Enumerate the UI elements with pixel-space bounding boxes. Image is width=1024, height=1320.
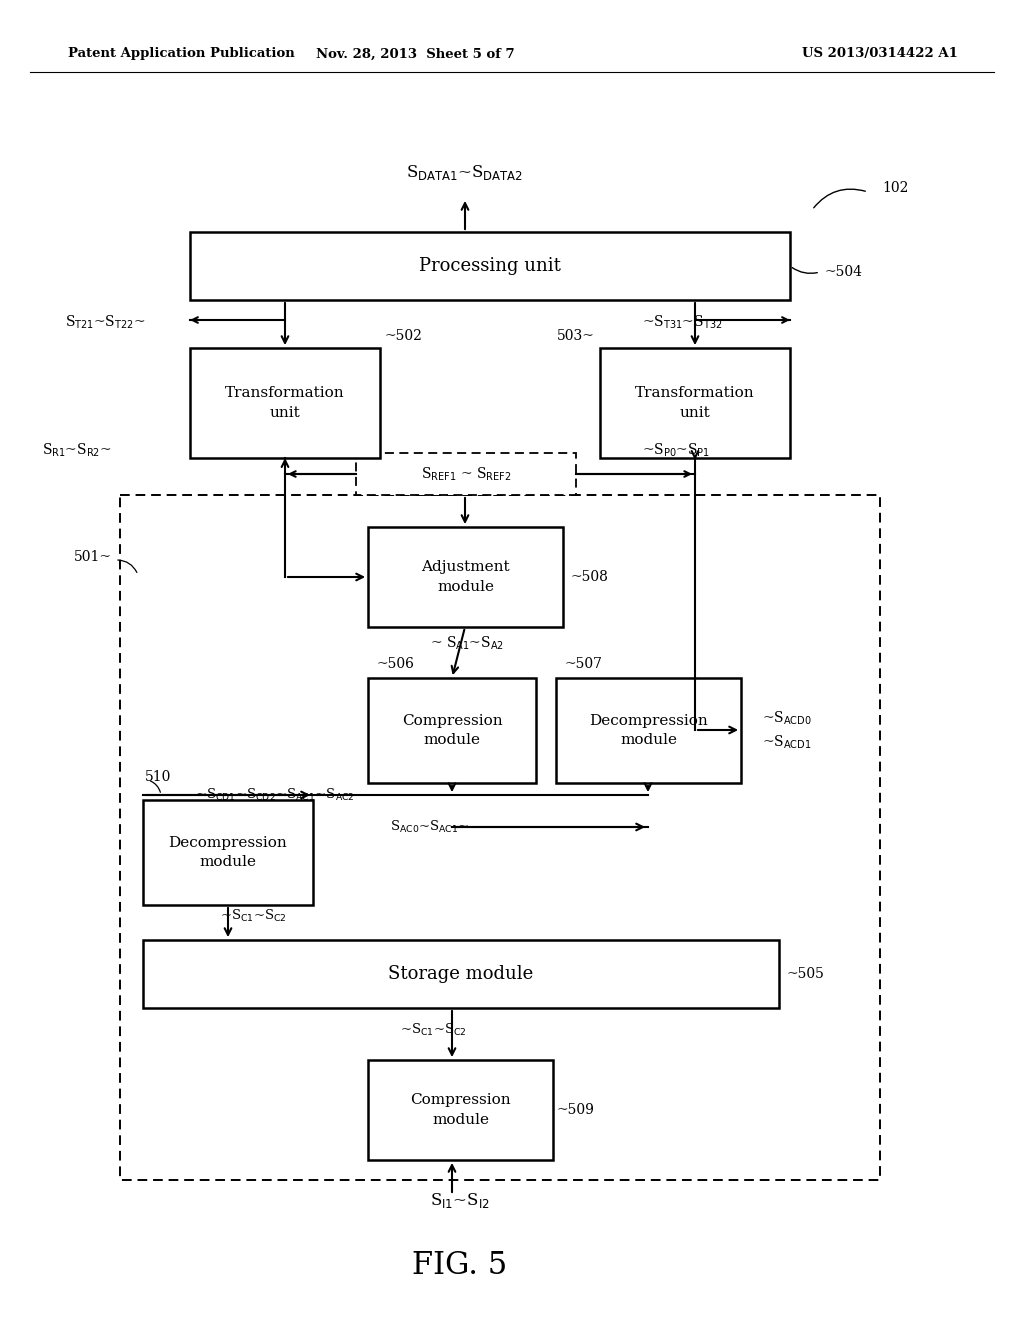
- Text: Decompression
module: Decompression module: [169, 836, 288, 870]
- Text: Transformation
unit: Transformation unit: [635, 387, 755, 420]
- Text: Transformation
unit: Transformation unit: [225, 387, 345, 420]
- Text: ~S$_{\rm C1}$~S$_{\rm C2}$: ~S$_{\rm C1}$~S$_{\rm C2}$: [220, 908, 287, 924]
- Bar: [368, 1060, 553, 1160]
- Text: Processing unit: Processing unit: [419, 257, 561, 275]
- Text: 503~: 503~: [557, 329, 595, 343]
- Text: ~S$_{\rm C1}$~S$_{\rm C2}$: ~S$_{\rm C1}$~S$_{\rm C2}$: [400, 1022, 467, 1038]
- Text: S$_{\rm I1}$~S$_{\rm I2}$: S$_{\rm I1}$~S$_{\rm I2}$: [430, 1191, 490, 1209]
- Text: ~504: ~504: [825, 265, 863, 279]
- Text: Compression
module: Compression module: [401, 714, 503, 747]
- Bar: [368, 678, 536, 783]
- Bar: [190, 232, 790, 300]
- Text: Storage module: Storage module: [388, 965, 534, 983]
- Text: ~S$_{\rm ACD0}$: ~S$_{\rm ACD0}$: [762, 709, 812, 727]
- Text: S$_{\rm REF1}$ ~ S$_{\rm REF2}$: S$_{\rm REF1}$ ~ S$_{\rm REF2}$: [421, 465, 511, 483]
- Text: ~508: ~508: [571, 570, 609, 583]
- Text: ~509: ~509: [557, 1104, 595, 1117]
- Text: ~S$_{\rm ACD1}$: ~S$_{\rm ACD1}$: [762, 734, 811, 751]
- Text: Compression
module: Compression module: [411, 1093, 511, 1127]
- Text: Adjustment
module: Adjustment module: [421, 560, 510, 594]
- Text: FIG. 5: FIG. 5: [413, 1250, 508, 1280]
- Text: 501~: 501~: [74, 550, 112, 564]
- Bar: [143, 800, 313, 906]
- Text: 102: 102: [882, 181, 908, 195]
- Text: ~502: ~502: [385, 329, 423, 343]
- Text: 510: 510: [145, 770, 171, 784]
- Bar: [356, 453, 575, 495]
- Bar: [143, 940, 779, 1008]
- Bar: [190, 348, 380, 458]
- Text: S$_{\rm AC0}$~S$_{\rm AC1}$~: S$_{\rm AC0}$~S$_{\rm AC1}$~: [390, 818, 469, 836]
- Bar: [600, 348, 790, 458]
- Text: ~507: ~507: [564, 657, 602, 671]
- Text: ~ S$_{\rm A1}$~S$_{\rm A2}$: ~ S$_{\rm A1}$~S$_{\rm A2}$: [430, 635, 504, 652]
- Bar: [120, 495, 880, 1180]
- Bar: [556, 678, 741, 783]
- Text: Patent Application Publication: Patent Application Publication: [68, 48, 295, 61]
- Text: ~505: ~505: [787, 968, 825, 981]
- Bar: [368, 527, 563, 627]
- Text: S$_{\rm T21}$~S$_{\rm T22}$~: S$_{\rm T21}$~S$_{\rm T22}$~: [65, 313, 145, 331]
- Text: S$_{\rm R1}$~S$_{\rm R2}$~: S$_{\rm R1}$~S$_{\rm R2}$~: [42, 441, 112, 459]
- Text: ~S$_{\rm T31}$~S$_{\rm T32}$: ~S$_{\rm T31}$~S$_{\rm T32}$: [642, 313, 723, 331]
- Text: Nov. 28, 2013  Sheet 5 of 7: Nov. 28, 2013 Sheet 5 of 7: [315, 48, 514, 61]
- Text: Decompression
module: Decompression module: [589, 714, 708, 747]
- Text: S$_{\rm DATA1}$~S$_{\rm DATA2}$: S$_{\rm DATA1}$~S$_{\rm DATA2}$: [407, 162, 523, 181]
- Text: ~S$_{\rm P0}$~S$_{\rm P1}$: ~S$_{\rm P0}$~S$_{\rm P1}$: [642, 441, 710, 459]
- Text: ~S$_{\rm CD1}$~S$_{\rm CD2}$~S$_{\rm AC1}$~S$_{\rm AC2}$: ~S$_{\rm CD1}$~S$_{\rm CD2}$~S$_{\rm AC1…: [195, 787, 354, 803]
- Text: US 2013/0314422 A1: US 2013/0314422 A1: [802, 48, 958, 61]
- Text: ~506: ~506: [376, 657, 414, 671]
